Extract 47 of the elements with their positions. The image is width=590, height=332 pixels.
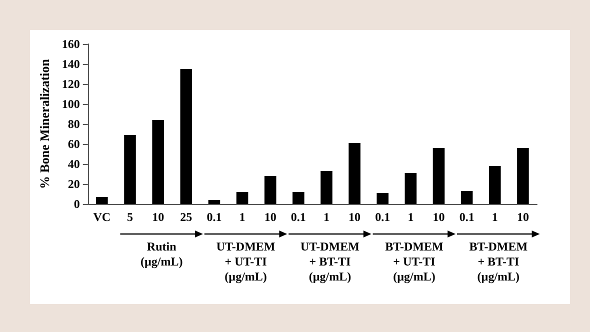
y-tick-label: 160	[62, 37, 80, 51]
x-tick-label: 1	[492, 210, 498, 224]
x-tick-label: 10	[432, 210, 445, 224]
bar	[348, 143, 360, 204]
bar	[180, 69, 192, 204]
y-tick-label: 40	[68, 157, 80, 171]
x-tick-label: 5	[127, 210, 134, 224]
bar	[517, 148, 529, 204]
x-tick-label: 10	[516, 210, 529, 224]
y-tick-label: 100	[62, 97, 80, 111]
bar	[320, 171, 332, 204]
x-tick-label: 1	[408, 210, 414, 224]
bar	[460, 191, 473, 204]
x-tick-label: 10	[264, 210, 276, 224]
x-tick-label: 0.1	[206, 210, 222, 224]
x-tick-label: 1	[323, 210, 330, 224]
bar	[404, 173, 417, 204]
bar	[292, 192, 304, 204]
text: Rutin (µg/mL)	[140, 240, 183, 268]
bar	[489, 166, 501, 204]
bar	[376, 193, 389, 204]
x-tick-label: 25	[180, 210, 192, 224]
x-tick-label: 0.1	[375, 210, 390, 224]
x-tick-label: 0.1	[290, 210, 306, 224]
x-tick-label: VC	[93, 210, 111, 224]
y-tick-label: 120	[62, 77, 80, 91]
bar	[208, 200, 220, 204]
y-tick-label: 0	[74, 197, 80, 211]
x-tick-label: 0.1	[459, 210, 474, 224]
x-tick-label: 10	[348, 210, 361, 224]
bar	[432, 148, 445, 204]
text: UT-DMEM + UT-TI (µg/mL)	[216, 240, 276, 284]
y-axis-title: % Bone Mineralization	[37, 58, 52, 189]
text: BT-DMEM + UT-TI (µg/mL)	[385, 240, 444, 284]
y-tick-label: 80	[68, 117, 80, 131]
bar	[152, 120, 164, 204]
bar	[236, 192, 248, 204]
x-tick-label: 1	[239, 210, 246, 224]
x-tick-label: 10	[152, 210, 164, 224]
y-tick-label: 60	[68, 137, 80, 151]
bar	[96, 197, 108, 204]
text: UT-DMEM + BT-TI (µg/mL)	[300, 240, 360, 284]
y-tick-label: 20	[68, 177, 80, 191]
bar	[124, 135, 136, 204]
text: BT-DMEM + BT-TI (µg/mL)	[469, 240, 528, 284]
bar	[264, 176, 276, 204]
y-tick-label: 140	[62, 57, 80, 71]
